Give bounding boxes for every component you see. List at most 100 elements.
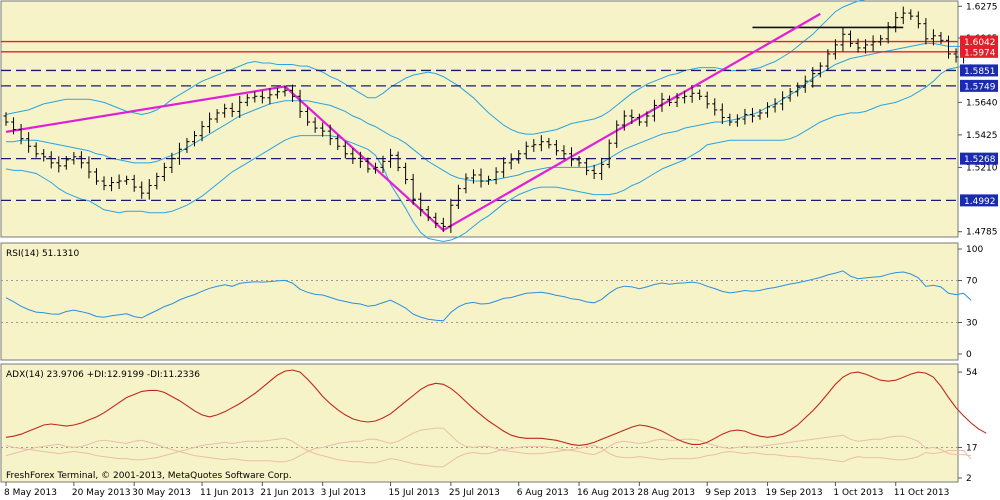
price-bar: [388, 148, 394, 168]
price-bar: [501, 157, 507, 178]
price-bar: [33, 142, 39, 158]
rsi-tick-label: 0: [966, 350, 972, 360]
axes: 1.62751.60651.56401.54251.52101.47851.60…: [4, 2, 998, 498]
price-bar: [282, 85, 288, 97]
price-bar: [644, 111, 650, 127]
price-bar: [765, 102, 771, 118]
price-bar: [787, 87, 793, 102]
price-bar: [908, 9, 914, 20]
rsi-tick-label: 100: [966, 245, 983, 255]
price-bar: [93, 168, 99, 185]
price-bar: [938, 32, 944, 45]
price-bar: [863, 39, 869, 54]
price-bar: [342, 141, 348, 159]
price-bar: [855, 38, 861, 53]
adx-panel: [0, 363, 959, 483]
price-bar: [682, 90, 688, 104]
price-bar: [651, 99, 657, 122]
price-bar: [244, 94, 250, 107]
price-bar: [840, 27, 846, 52]
price-bar: [131, 174, 137, 192]
price-bar: [229, 102, 235, 118]
price-tick-label: 1.5425: [966, 131, 998, 141]
price-bar: [455, 184, 461, 210]
price-bar: [78, 151, 84, 169]
price-plot: [1, 0, 974, 243]
price-bar: [410, 173, 416, 205]
price-bar: [591, 164, 597, 180]
level-badge: [960, 79, 998, 92]
price-bar: [719, 103, 725, 124]
price-bar: [712, 98, 718, 116]
price-bar: [674, 93, 680, 108]
date-tick-label: 19 Sep 2013: [766, 488, 823, 498]
price-bar: [486, 175, 492, 185]
date-tick-label: 11 Oct 2013: [894, 488, 950, 498]
price-bar: [86, 156, 92, 179]
price-tick-label: 1.5640: [966, 98, 998, 108]
price-panel: [0, 0, 959, 238]
rsi-plot: [1, 270, 972, 323]
price-bar: [742, 108, 748, 125]
price-bar: [470, 169, 476, 184]
price-bar: [523, 141, 529, 159]
price-bar: [63, 156, 69, 170]
price-bar: [508, 153, 514, 170]
price-bar: [259, 90, 265, 104]
date-tick-label: 9 Sep 2013: [705, 488, 756, 498]
adx-title: ADX(14) 23.9706 +DI:12.9199 -DI:11.2336: [6, 370, 200, 380]
price-bar: [433, 212, 439, 229]
price-bar: [930, 29, 936, 46]
price-bar: [26, 132, 32, 153]
price-bar: [825, 49, 831, 71]
price-bar: [478, 168, 484, 188]
price-bar: [395, 151, 401, 172]
level-badge-label: 1.5749: [964, 82, 996, 92]
price-bar: [3, 112, 9, 126]
price-bar: [252, 91, 258, 103]
trendline-2: [284, 85, 445, 232]
date-tick-label: 28 Aug 2013: [637, 488, 695, 498]
level-badge-label: 1.5974: [964, 48, 996, 58]
price-bar: [704, 91, 710, 109]
price-bar: [900, 6, 906, 25]
price-bar: [953, 48, 959, 63]
price-bar: [350, 148, 356, 164]
price-bar: [832, 39, 838, 60]
price-bar: [802, 75, 808, 93]
price-bar: [817, 62, 823, 78]
price-bar: [772, 98, 778, 113]
level-badge: [960, 45, 998, 58]
adx-line: [5, 369, 987, 446]
date-tick-label: 30 May 2013: [132, 488, 191, 498]
level-badge: [960, 64, 998, 77]
price-tick-label: 1.6275: [966, 2, 998, 12]
price-bar: [538, 135, 544, 152]
price-bar: [71, 152, 77, 165]
price-bar: [11, 117, 17, 135]
price-bar: [440, 217, 446, 233]
price-bar: [659, 92, 665, 112]
price-bar: [584, 158, 590, 176]
price-bar: [418, 192, 424, 217]
rsi-tick-label: 30: [966, 319, 978, 329]
date-tick-label: 1 Oct 2013: [833, 488, 883, 498]
price-bar: [689, 86, 695, 103]
price-bar: [380, 155, 386, 174]
date-tick-label: 11 Jun 2013: [200, 488, 254, 498]
price-bar: [697, 89, 703, 101]
price-bar: [267, 88, 273, 105]
bollinger-lower-line: [5, 64, 972, 243]
date-tick-label: 15 Jul 2013: [389, 488, 440, 498]
rsi-panel: [0, 242, 959, 361]
price-bar: [569, 147, 574, 167]
level-badge-label: 1.5851: [964, 67, 996, 77]
price-bar: [207, 112, 213, 134]
price-bar: [546, 137, 552, 149]
price-bar: [795, 82, 801, 97]
adx-tick-label: 2: [966, 474, 972, 484]
level-badge-label: 1.6042: [964, 38, 996, 48]
price-bar: [116, 174, 122, 190]
price-bar: [667, 95, 673, 107]
price-bar: [192, 130, 197, 147]
